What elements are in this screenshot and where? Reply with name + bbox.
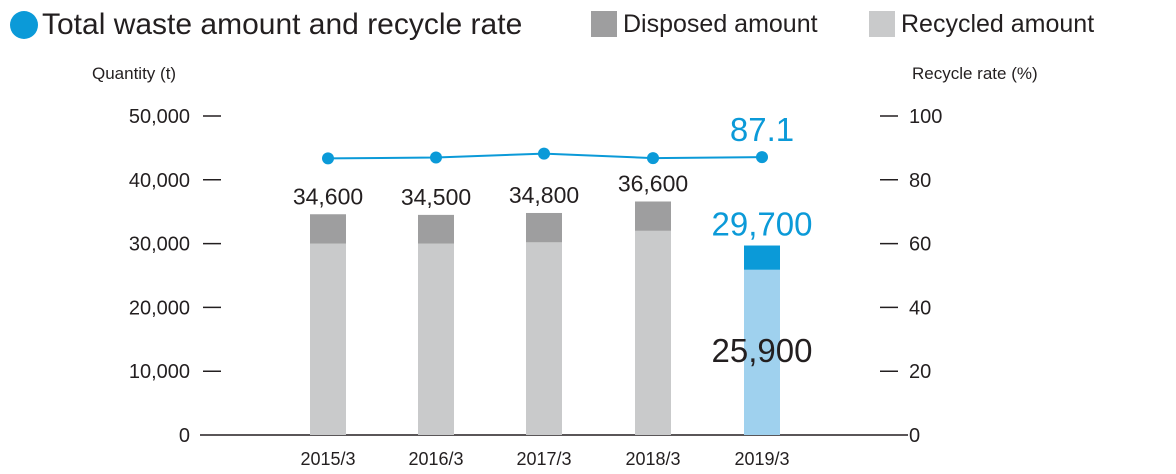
legend-item-recycled: Recycled amount	[869, 10, 1094, 38]
y2-tick-label: 20	[909, 361, 931, 383]
bar-total-label: 34,600	[293, 183, 363, 209]
recycle-rate-point	[430, 151, 442, 164]
recycle-rate-point	[756, 151, 768, 164]
y-tick-label: 40,000	[129, 170, 190, 192]
legend-swatch-recycled	[869, 11, 895, 37]
y2-tick-label: 80	[909, 170, 931, 192]
y2-tick-label: 100	[909, 106, 942, 128]
legend-label-disposed: Disposed amount	[623, 10, 818, 38]
bar-disposed	[418, 214, 454, 244]
bar-total-label: 36,600	[618, 170, 688, 196]
bar-disposed	[744, 245, 780, 270]
y-tick-label: 30,000	[129, 234, 190, 256]
bar-recycled	[526, 242, 562, 435]
bar-total-label-highlight: 29,700	[712, 206, 813, 243]
legend-swatch-disposed	[591, 11, 617, 37]
y2-tick-label: 0	[909, 425, 920, 447]
bars-layer	[310, 201, 780, 435]
x-tick-label: 2019/3	[734, 449, 789, 469]
legend-label-recycled: Recycled amount	[901, 10, 1095, 38]
title-bullet-icon	[10, 11, 38, 39]
y-axis-title: Quantity (t)	[92, 64, 177, 83]
recycle-rate-point	[538, 147, 550, 160]
bar-total-label: 34,800	[509, 182, 579, 208]
recycle-rate-label-last: 87.1	[730, 111, 794, 148]
title-group: Total waste amount and recycle rate	[10, 8, 522, 42]
legend-item-disposed: Disposed amount	[591, 10, 818, 38]
bar-disposed	[526, 212, 562, 243]
chart-title: Total waste amount and recycle rate	[42, 8, 523, 41]
x-tick-label: 2015/3	[300, 449, 355, 469]
x-tick-label: 2016/3	[408, 449, 463, 469]
y-tick-label: 10,000	[129, 361, 190, 383]
chart-header: Total waste amount and recycle rate Disp…	[0, 0, 1176, 50]
labels-layer: 34,600 34,500 34,800 36,600 29,700 25,900 87.1	[293, 111, 813, 369]
bar-recycled	[418, 243, 454, 435]
bar-disposed	[310, 214, 346, 244]
bar-recycled	[635, 230, 671, 435]
bar-total-label: 34,500	[401, 184, 471, 210]
bar-recycled	[310, 243, 346, 435]
x-tick-label: 2017/3	[516, 449, 571, 469]
y2-tick-label: 60	[909, 234, 931, 256]
y-tick-label: 0	[179, 425, 190, 447]
rate-line-layer	[322, 147, 768, 165]
bar-disposed	[635, 201, 671, 231]
y-tick-label: 50,000	[129, 106, 190, 128]
recycle-rate-point	[322, 152, 334, 165]
bar-recycled	[744, 269, 780, 435]
recycle-rate-point	[647, 152, 659, 165]
y-tick-label: 20,000	[129, 297, 190, 319]
x-tick-label: 2018/3	[625, 449, 680, 469]
y2-tick-label: 40	[909, 297, 931, 319]
bar-recycled-label-highlight: 25,900	[712, 332, 813, 369]
y2-axis-title: Recycle rate (%)	[912, 64, 1038, 83]
